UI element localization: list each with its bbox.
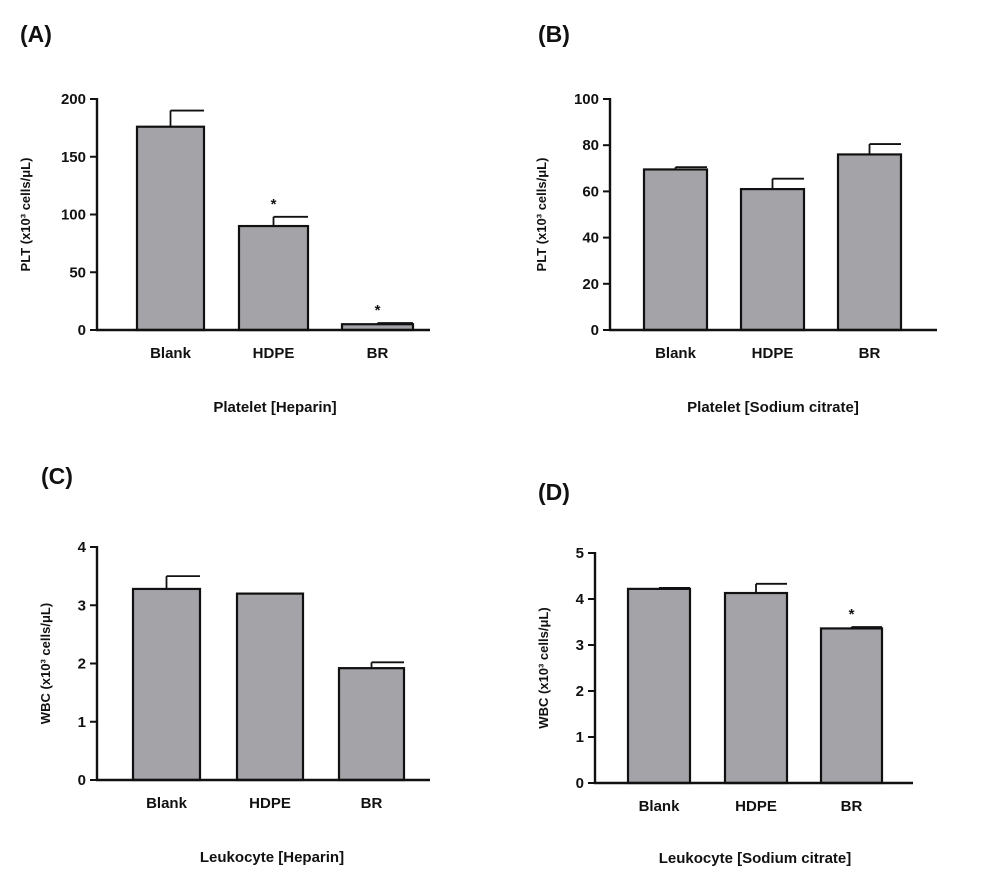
bar <box>723 591 789 785</box>
panel-label: (A) <box>20 21 52 47</box>
y-tick-label: 80 <box>582 137 599 154</box>
bar <box>237 224 310 332</box>
y-tick-label: 150 <box>61 149 86 166</box>
significance-marker: * <box>271 196 277 213</box>
y-tick-label: 3 <box>78 597 86 614</box>
bar <box>819 627 884 785</box>
significance-marker: * <box>375 302 381 319</box>
y-tick-label: 40 <box>582 230 599 247</box>
panel-label: (D) <box>538 479 570 505</box>
category-label: HDPE <box>253 345 295 362</box>
bar <box>135 125 206 332</box>
y-tick-label: 2 <box>78 656 86 673</box>
category-label: Blank <box>150 345 192 362</box>
x-axis-title: Leukocyte [Heparin] <box>200 849 344 866</box>
bar <box>739 187 806 332</box>
y-tick-label: 50 <box>69 264 86 281</box>
y-tick-label: 4 <box>576 591 585 608</box>
y-tick-label: 2 <box>576 683 584 700</box>
y-tick-label: 3 <box>576 637 584 654</box>
category-label: HDPE <box>735 798 777 815</box>
panel-label: (C) <box>41 463 73 489</box>
category-label: HDPE <box>752 345 794 362</box>
y-axis-title: WBC (x10³ cells/μL) <box>38 603 53 724</box>
category-label: BR <box>841 798 863 815</box>
category-label: BR <box>859 345 881 362</box>
category-label: BR <box>367 345 389 362</box>
x-axis-title: Platelet [Sodium citrate] <box>687 399 859 416</box>
y-tick-label: 1 <box>78 714 86 731</box>
bar <box>642 168 709 332</box>
y-tick-label: 0 <box>78 772 86 789</box>
y-tick-label: 100 <box>61 207 86 224</box>
y-tick-label: 20 <box>582 276 599 293</box>
x-axis-title: Platelet [Heparin] <box>213 399 336 416</box>
y-tick-label: 1 <box>576 729 584 746</box>
chart-panel-1: (A) Blank * HDPE * BR 0 50 100 150 200 PLT (x10³ ce… <box>18 21 430 416</box>
category-label: HDPE <box>249 795 291 812</box>
category-label: BR <box>361 795 383 812</box>
y-axis-title: PLT (x10³ cells/μL) <box>534 158 549 272</box>
y-axis-title: PLT (x10³ cells/μL) <box>18 158 33 272</box>
y-axis-title: WBC (x10³ cells/μL) <box>536 607 551 728</box>
bar <box>836 153 903 332</box>
chart-panel-2: (B) Blank HDPE BR 0 20 40 60 80 100 PLT (x10³ cell… <box>534 21 937 416</box>
bar <box>131 587 202 782</box>
x-axis-title: Leukocyte [Sodium citrate] <box>659 850 852 867</box>
significance-marker: * <box>849 606 855 623</box>
chart-panel-3: (C) Blank HDPE BR 0 1 2 3 4 WBC (x10³ cells/μL) Le… <box>38 463 430 866</box>
bar <box>337 667 406 782</box>
chart-panel-4: (D) Blank HDPE * BR 0 1 2 3 4 5 WBC (x10³ cells/μL)… <box>536 479 913 867</box>
y-tick-label: 0 <box>591 322 599 339</box>
category-label: Blank <box>655 345 697 362</box>
y-tick-label: 4 <box>78 539 87 556</box>
y-tick-label: 5 <box>576 545 584 562</box>
bar <box>235 592 305 782</box>
y-tick-label: 200 <box>61 91 86 108</box>
category-label: Blank <box>146 795 188 812</box>
panel-label: (B) <box>538 21 570 47</box>
category-label: Blank <box>639 798 681 815</box>
bar <box>626 587 692 785</box>
y-tick-label: 100 <box>574 91 599 108</box>
y-tick-label: 0 <box>576 775 584 792</box>
y-tick-label: 60 <box>582 183 599 200</box>
y-tick-label: 0 <box>78 322 86 339</box>
